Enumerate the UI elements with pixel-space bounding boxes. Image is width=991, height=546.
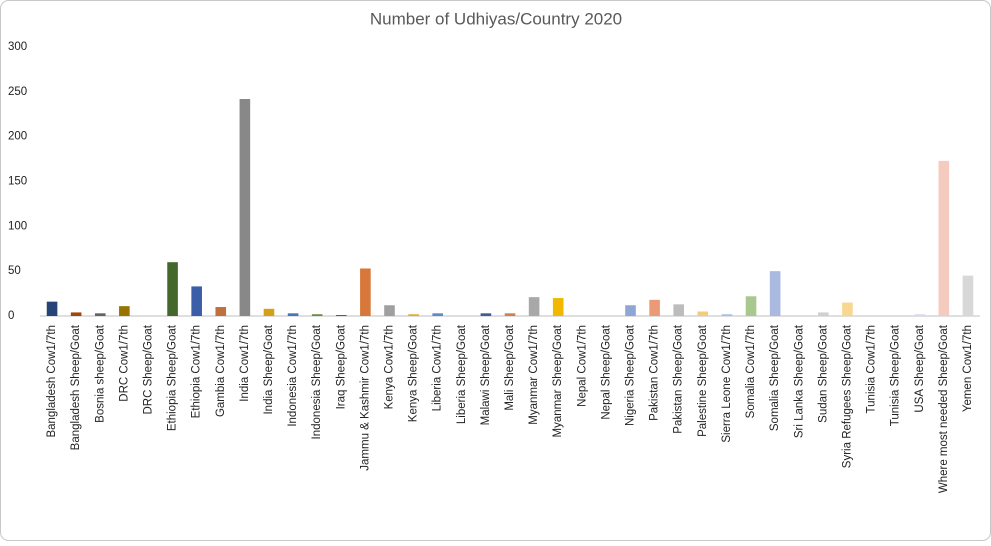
y-tick-label: 250 (8, 86, 27, 98)
bar (311, 314, 323, 316)
x-tick-label: Tunisia Sheep/Goat (890, 324, 902, 426)
bar (239, 99, 251, 316)
bar (215, 307, 227, 316)
x-tick-label: Sri Lanka Sheep/Goat (793, 324, 805, 438)
x-tick-label: Iraq Sheep/Goat (335, 324, 347, 409)
bar (408, 314, 419, 316)
y-tick-label: 100 (8, 220, 27, 232)
bar (721, 314, 733, 316)
x-tick-label: Liberia Sheep/Goat (456, 324, 468, 424)
bar (673, 304, 685, 316)
y-tick-label: 200 (8, 131, 27, 143)
bar (335, 315, 347, 316)
x-tick-label: India Cow1/7th (239, 325, 251, 402)
bar (167, 262, 178, 316)
x-tick-label: Myanmar Sheep/Goat (552, 324, 564, 437)
x-tick-label: Bangladesh Cow1/7th (46, 325, 58, 438)
bar (46, 301, 58, 316)
bar (480, 313, 492, 316)
x-tick-label: Liberia Cow1/7th (432, 325, 444, 411)
x-tick-label: DRC Cow1/7th (118, 325, 130, 402)
x-tick-label: Bosnia sheep/Goat (94, 324, 106, 423)
x-tick-label: Palestine Sheep/Goat (697, 324, 709, 437)
x-tick-label: Tunisia Cow1/7th (866, 325, 878, 413)
x-tick-label: Sudan Sheep/Goat (817, 324, 829, 423)
x-tick-label: Indonesia Cow1/7th (287, 325, 299, 427)
x-tick-label: Gambia Cow1/7th (215, 325, 227, 417)
bar (263, 308, 275, 316)
y-tick-label: 150 (8, 176, 27, 188)
x-tick-label: Indonesia Sheep/Goat (311, 324, 323, 439)
x-tick-label: Where most needed Sheep/Goat (938, 324, 950, 493)
x-tick-label: Pakistan Cow1/7th (649, 325, 661, 421)
bar (94, 313, 106, 316)
x-tick-label: Kenya Cow1/7th (384, 325, 396, 409)
x-tick-label: Sierra Leone Cow1/7th (721, 325, 733, 443)
bar (287, 313, 299, 316)
x-tick-label: Ethiopia Cow1/7th (191, 325, 203, 418)
bar (745, 296, 757, 316)
x-tick-label: Pakistan Sheep/Goat (673, 324, 685, 433)
x-tick-label: India Sheep/Goat (263, 324, 275, 414)
x-tick-label: Yemen Cow1/7th (962, 325, 974, 412)
bar (769, 271, 781, 316)
bar (649, 299, 660, 316)
y-tick-label: 300 (8, 41, 27, 53)
bar (842, 302, 853, 316)
x-tick-label: Somalia Sheep/Goat (769, 324, 781, 431)
x-tick-label: Nepal Cow1/7th (576, 325, 588, 407)
x-tick-label: Nigeria Sheep/Goat (625, 324, 637, 426)
x-tick-label: Malawi Sheep/Goat (480, 324, 492, 425)
y-tick-label: 0 (8, 310, 14, 322)
bar (70, 312, 82, 316)
bar (938, 160, 950, 316)
x-tick-label: USA Sheep/Goat (914, 324, 926, 412)
x-tick-label: Ethiopia Sheep/Goat (167, 324, 179, 431)
y-tick-label: 50 (8, 265, 21, 277)
bar (818, 312, 829, 316)
x-tick-label: Jammu & Kashmir Cow1/7th (359, 325, 371, 471)
bar (504, 313, 516, 316)
x-tick-label: Syria Refugees Sheep/Goat (841, 324, 853, 468)
bar (697, 311, 709, 316)
x-tick-label: Nepal Sheep/Goat (600, 324, 612, 419)
bar (191, 286, 202, 316)
x-tick-label: Somalia Cow1/7th (745, 325, 757, 418)
x-tick-label: Mali Sheep/Goat (504, 324, 516, 410)
x-tick-label: Kenya Sheep/Goat (408, 324, 420, 422)
bar (625, 305, 636, 316)
bar (552, 298, 564, 316)
bar (360, 268, 371, 316)
bar (914, 314, 926, 316)
chart-title: Number of Udhiyas/Country 2020 (370, 9, 622, 28)
x-tick-label: DRC Sheep/Goat (142, 324, 154, 414)
x-tick-label: Myanmar Cow1/7th (528, 325, 540, 425)
bar (119, 306, 130, 316)
bar (432, 313, 443, 316)
x-tick-label: Bangladesh Sheep/Goat (70, 324, 82, 450)
bar (528, 297, 540, 316)
bar (384, 305, 395, 316)
bar (962, 275, 974, 316)
